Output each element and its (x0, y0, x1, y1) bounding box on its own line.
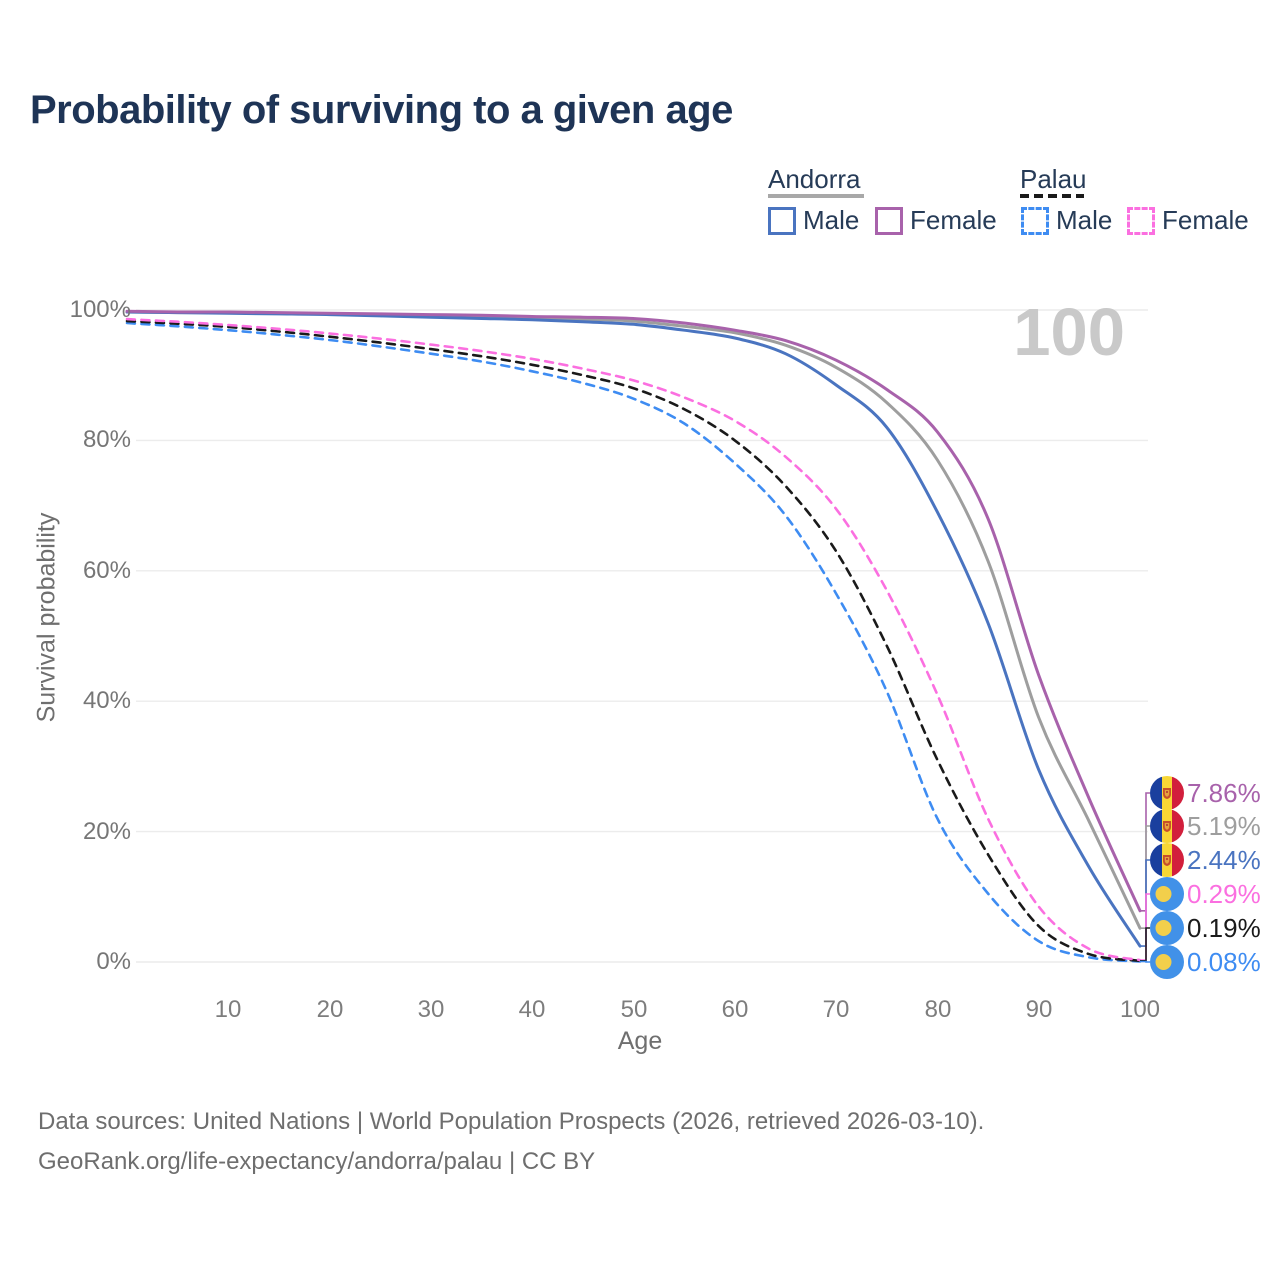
connector (1140, 825, 1150, 929)
andorra-flag-icon (1150, 809, 1184, 843)
curve-palau-female (125, 317, 1142, 962)
legend-item-andorra-female[interactable]: Female (875, 205, 997, 236)
legend-palau-average-line-key (1020, 194, 1084, 198)
gridlines (136, 309, 1148, 963)
y-tick-label: 0% (96, 948, 131, 975)
x-tick-label: 70 (822, 996, 850, 1023)
end-value-palau-female: 0.29% (1187, 879, 1261, 909)
palau-female-swatch-icon (1127, 206, 1155, 235)
connector (1140, 927, 1150, 962)
end-value-andorra-all: 5.19% (1187, 811, 1261, 841)
x-tick-label: 90 (1025, 996, 1053, 1023)
page-title: Probability of surviving to a given age (30, 88, 733, 132)
andorra-female-swatch-icon (875, 206, 903, 235)
x-tick-label: 10 (214, 996, 242, 1023)
y-tick-label: 80% (82, 426, 131, 453)
y-axis-title: Survival probability (32, 512, 61, 723)
x-tick-label: 40 (518, 996, 546, 1023)
end-label-connectors (1140, 792, 1150, 963)
palau-flag-icon (1150, 911, 1184, 945)
end-value-andorra-female: 7.86% (1187, 778, 1261, 808)
x-axis-title: Age (617, 1027, 663, 1055)
end-value-andorra-male: 2.44% (1187, 845, 1261, 875)
palau-male-swatch-icon (1021, 206, 1049, 235)
data-sources-note: Data sources: United Nations | World Pop… (38, 1108, 985, 1135)
x-tick-label: 100 (1119, 996, 1161, 1023)
curve-palau-male (125, 321, 1142, 963)
survival-curves (125, 309, 1142, 963)
legend-item-palau-female[interactable]: Female (1127, 205, 1249, 236)
age-counter-watermark: 100 (1013, 295, 1125, 370)
legend-item-andorra-male[interactable]: Male (768, 205, 859, 236)
palau-flag-icon (1150, 945, 1184, 979)
curve-andorra-male (125, 310, 1142, 948)
legend-item-label: Female (1162, 205, 1249, 235)
x-tick-label: 60 (721, 996, 749, 1023)
y-tick-label: 40% (82, 687, 131, 714)
x-tick-label: 30 (417, 996, 445, 1023)
andorra-male-swatch-icon (768, 206, 796, 235)
y-tick-label: 20% (82, 818, 131, 845)
legend-andorra-average-line-key (768, 194, 864, 198)
connector (1140, 893, 1150, 961)
legend-item-label: Female (910, 205, 997, 235)
legend-group-palau[interactable]: Palau (1020, 164, 1087, 194)
y-tick-label: 60% (82, 557, 131, 584)
curve-palau-both-sexes (125, 319, 1142, 963)
end-value-palau-male: 0.08% (1187, 947, 1261, 977)
x-tick-label: 50 (620, 996, 648, 1023)
connector (1140, 792, 1150, 912)
andorra-flag-icon (1150, 776, 1184, 810)
legend-item-label: Male (1056, 205, 1113, 235)
connector (1140, 859, 1150, 947)
curve-andorra-female (125, 309, 1142, 913)
legend-group-andorra[interactable]: Andorra (768, 164, 861, 194)
legend-item-label: Male (803, 205, 860, 235)
y-tick-label: 100% (69, 296, 131, 323)
andorra-flag-icon (1150, 843, 1184, 877)
end-value-palau-all: 0.19% (1187, 913, 1261, 943)
connector (1140, 960, 1150, 963)
attribution-note: GeoRank.org/life-expectancy/andorra/pala… (38, 1148, 596, 1175)
palau-flag-icon (1150, 877, 1184, 911)
x-tick-label: 20 (316, 996, 344, 1023)
x-tick-label: 80 (924, 996, 952, 1023)
legend-item-palau-male[interactable]: Male (1021, 205, 1112, 236)
